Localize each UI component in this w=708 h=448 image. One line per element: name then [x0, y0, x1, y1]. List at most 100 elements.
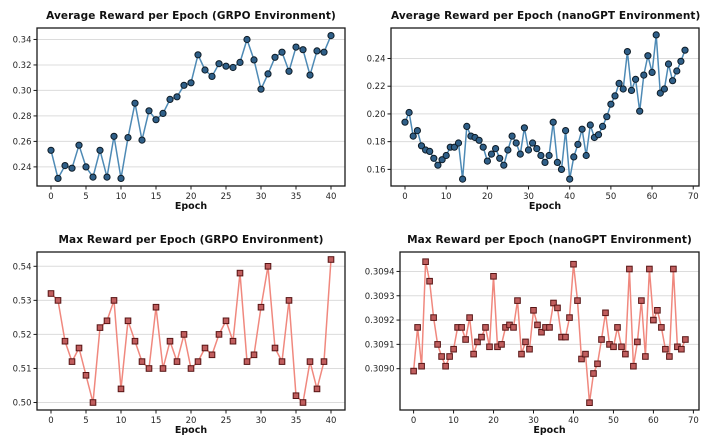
- data-point: [642, 353, 649, 360]
- y-tick-label: 0.3094: [365, 267, 395, 277]
- data-point: [662, 345, 669, 353]
- x-tick-label: 50: [605, 192, 616, 202]
- x-axis-label: Epoch: [174, 425, 208, 436]
- data-point: [529, 139, 537, 147]
- data-point: [446, 353, 453, 360]
- data-point: [498, 341, 505, 348]
- x-tick-label: 30: [256, 192, 267, 202]
- data-point: [553, 158, 561, 166]
- data-point: [673, 67, 681, 75]
- chart-canvas-max-nanogpt: 0.3090 0.3091 0.3092 0.3093 0.3094 0 10 20 30 40 5…: [365, 251, 700, 426]
- data-point: [450, 345, 457, 353]
- data-point: [264, 263, 272, 270]
- y-tick-label: 0.22: [367, 82, 386, 92]
- data-point: [285, 297, 293, 304]
- data-point: [243, 35, 251, 44]
- y-tick-label: 0.53: [13, 296, 32, 306]
- data-point: [638, 297, 645, 304]
- data-point: [562, 127, 570, 135]
- data-point: [313, 385, 321, 393]
- data-point: [145, 365, 153, 372]
- data-point: [644, 52, 652, 60]
- x-tick-label: 20: [186, 192, 197, 202]
- data-point: [208, 351, 216, 359]
- data-point: [634, 338, 641, 346]
- x-tick-label: 40: [568, 416, 579, 426]
- data-point: [450, 143, 459, 151]
- data-point: [180, 81, 188, 89]
- data-point: [570, 153, 578, 161]
- data-point: [582, 350, 589, 358]
- data-point: [611, 92, 619, 100]
- data-point: [656, 89, 664, 97]
- y-tick-label: 0.26: [13, 137, 32, 147]
- data-point: [110, 297, 118, 304]
- data-point: [554, 304, 561, 312]
- x-tick-label: 0: [48, 192, 53, 202]
- data-point: [194, 358, 202, 365]
- data-point: [75, 141, 83, 149]
- y-tick-label: 0.24: [13, 163, 32, 173]
- data-point: [89, 173, 97, 181]
- x-tick-label: 40: [564, 192, 575, 202]
- y-tick-label: 0.32: [13, 61, 32, 71]
- data-point: [173, 358, 181, 365]
- data-point: [586, 121, 594, 129]
- data-point: [648, 68, 656, 77]
- data-point: [138, 358, 146, 365]
- data-point: [462, 336, 469, 343]
- data-point: [82, 163, 90, 171]
- data-point: [454, 139, 463, 147]
- data-point: [257, 303, 265, 311]
- data-point: [405, 108, 413, 117]
- data-point: [243, 358, 251, 365]
- data-point: [306, 358, 314, 365]
- data-point: [682, 336, 689, 343]
- data-point: [602, 309, 609, 317]
- data-point: [327, 32, 335, 40]
- data-point: [615, 79, 623, 88]
- data-point: [89, 399, 97, 406]
- data-point: [201, 344, 209, 352]
- x-tick-label: 20: [186, 416, 197, 426]
- data-point: [278, 358, 286, 365]
- data-point: [131, 99, 139, 107]
- data-point: [222, 62, 230, 70]
- data-point: [327, 256, 335, 263]
- data-point: [438, 156, 446, 164]
- data-point: [546, 324, 553, 331]
- data-point: [306, 71, 314, 79]
- data-point: [479, 143, 487, 151]
- data-point: [664, 60, 673, 68]
- chart-title: Average Reward per Epoch (GRPO Environme…: [46, 10, 336, 22]
- data-point: [483, 157, 491, 165]
- data-point: [96, 146, 104, 154]
- data-point: [574, 140, 582, 148]
- data-point: [401, 118, 409, 126]
- data-point: [320, 358, 328, 365]
- data-point: [145, 107, 153, 115]
- data-point: [677, 57, 685, 65]
- data-point: [430, 314, 437, 321]
- chart-canvas-avg-grpo: 0.24 0.26 0.28 0.30 0.32 0.34 0 5 10 15 20 25 30 35 40: [13, 27, 346, 202]
- data-point: [75, 344, 83, 352]
- data-point: [614, 324, 621, 331]
- data-point: [610, 343, 617, 351]
- data-point: [250, 351, 258, 359]
- data-point: [264, 70, 272, 78]
- plot-border: [36, 251, 346, 411]
- x-tick-label: 35: [291, 416, 302, 426]
- data-point: [658, 324, 665, 331]
- data-point: [630, 362, 637, 370]
- chart-title: Average Reward per Epoch (nanoGPT Enviro…: [391, 10, 701, 22]
- data-point: [208, 72, 216, 81]
- data-point: [466, 314, 473, 321]
- series-line: [50, 259, 332, 404]
- data-point: [598, 336, 605, 343]
- data-point: [496, 154, 504, 162]
- data-point: [550, 299, 557, 307]
- data-point: [430, 154, 438, 162]
- y-tick-label: 0.18: [367, 138, 386, 148]
- data-point: [619, 85, 627, 93]
